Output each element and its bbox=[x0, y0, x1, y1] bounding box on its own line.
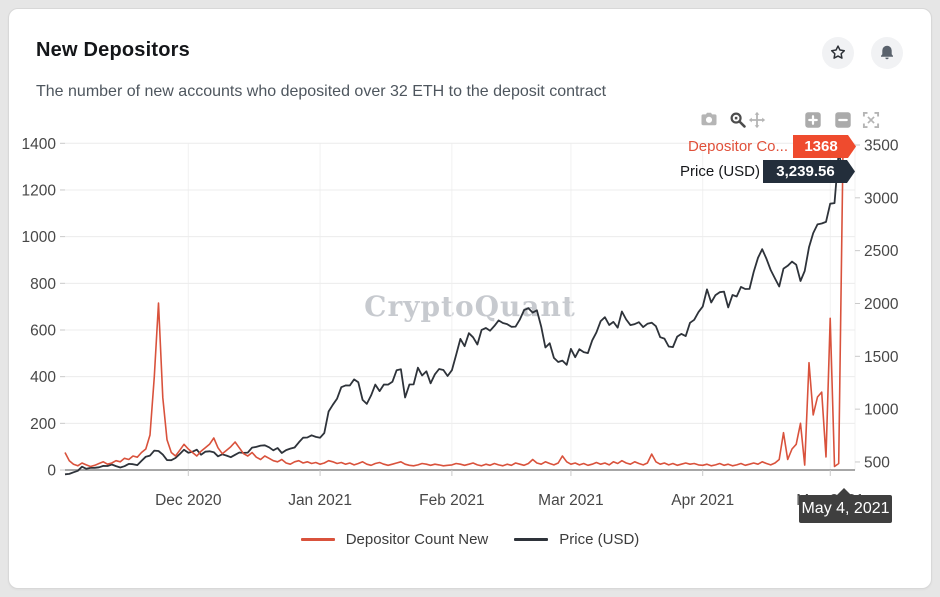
y-left-tick-label: 400 bbox=[30, 369, 56, 386]
x-tick-label: Mar 2021 bbox=[538, 492, 603, 509]
y-left-tick-label: 0 bbox=[47, 463, 56, 480]
y-left-tick-label: 800 bbox=[30, 276, 56, 293]
y-left-tick-label: 1000 bbox=[22, 229, 57, 246]
autoscale-button[interactable] bbox=[862, 111, 880, 129]
y-left-tick-label: 1200 bbox=[22, 182, 57, 199]
hover-label-price: Price (USD) bbox=[679, 163, 760, 180]
favorite-button[interactable] bbox=[822, 37, 854, 69]
page-title: New Depositors bbox=[36, 39, 190, 61]
legend-item-price[interactable]: Price (USD) bbox=[514, 531, 639, 548]
y-right-tick-label: 3500 bbox=[864, 137, 899, 154]
date-tooltip-badge: May 4, 2021 bbox=[799, 488, 892, 523]
legend-label-price: Price (USD) bbox=[559, 531, 640, 548]
star-icon bbox=[830, 45, 846, 59]
y-right-tick-label: 1500 bbox=[864, 349, 899, 366]
plus-icon bbox=[805, 112, 821, 128]
alerts-button[interactable] bbox=[871, 37, 903, 69]
y-right-tick-label: 2000 bbox=[864, 296, 899, 313]
legend-label-depositor: Depositor Count New bbox=[345, 531, 489, 548]
price-line bbox=[64, 151, 844, 476]
zoom-out-button[interactable] bbox=[834, 111, 852, 129]
y-right-tick-label: 3000 bbox=[864, 190, 899, 207]
legend-line-price bbox=[514, 538, 549, 541]
zoom-in-button[interactable] bbox=[804, 111, 822, 129]
minus-icon bbox=[835, 112, 851, 128]
x-tick-label: Apr 2021 bbox=[671, 492, 734, 509]
y-left-tick-label: 600 bbox=[30, 322, 56, 339]
download-image-button[interactable] bbox=[700, 111, 718, 129]
chart-card bbox=[8, 8, 932, 589]
zoom-tool-button[interactable] bbox=[729, 111, 747, 129]
pan-tool-button[interactable] bbox=[748, 111, 766, 129]
x-tick-label: Jan 2021 bbox=[288, 492, 352, 509]
chart-legend: Depositor Count New Price (USD) bbox=[0, 531, 940, 548]
magnifier-icon bbox=[730, 112, 746, 128]
hover-value-depositor-badge: 1368 bbox=[793, 135, 856, 158]
y-right-tick-label: 2500 bbox=[864, 243, 899, 260]
pan-arrows-icon bbox=[748, 111, 766, 129]
y-left-tick-label: 200 bbox=[30, 416, 56, 433]
page-subtitle: The number of new accounts who deposited… bbox=[36, 83, 607, 100]
bell-icon bbox=[881, 45, 893, 60]
x-tick-label: Dec 2020 bbox=[155, 492, 222, 509]
y-right-tick-label: 1000 bbox=[864, 402, 899, 419]
y-left-tick-label: 1400 bbox=[22, 136, 57, 153]
x-tick-label: Feb 2021 bbox=[419, 492, 485, 509]
hover-value-price-badge: 3,239.56 bbox=[763, 160, 855, 183]
legend-line-depositor bbox=[300, 538, 335, 541]
depositor-line bbox=[64, 150, 844, 468]
legend-item-depositor[interactable]: Depositor Count New bbox=[300, 531, 489, 548]
camera-icon bbox=[701, 112, 717, 126]
expand-icon bbox=[862, 111, 880, 129]
y-right-tick-label: 500 bbox=[864, 454, 890, 471]
hover-label-depositor: Depositor Co... bbox=[687, 138, 788, 155]
